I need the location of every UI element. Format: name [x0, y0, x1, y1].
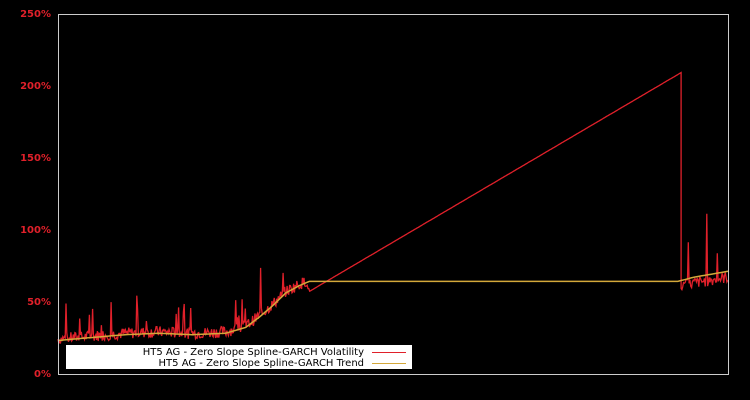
y-tick-200: 200%: [20, 81, 51, 92]
y-tick-150: 150%: [20, 153, 51, 164]
legend-swatch-gold-line-icon: [372, 362, 406, 364]
y-tick-0: 0%: [34, 369, 51, 380]
plot-area: [57, 71, 729, 344]
legend-label-volatility: HT5 AG - Zero Slope Spline-GARCH Volatil…: [142, 346, 364, 358]
legend-swatch-red-line-icon: [372, 351, 406, 353]
plot-frame: [58, 14, 729, 375]
trend-line: [57, 270, 729, 342]
y-tick-100: 100%: [20, 225, 51, 236]
volatility-line: [57, 71, 729, 344]
y-tick-50: 50%: [27, 297, 51, 308]
y-tick-250: 250%: [20, 9, 51, 20]
legend-label-trend: HT5 AG - Zero Slope Spline-GARCH Trend: [158, 357, 364, 369]
chart-legend: HT5 AG - Zero Slope Spline-GARCH Volatil…: [66, 345, 412, 369]
legend-item-volatility: HT5 AG - Zero Slope Spline-GARCH Volatil…: [143, 346, 406, 358]
legend-item-trend: HT5 AG - Zero Slope Spline-GARCH Trend: [159, 357, 406, 369]
